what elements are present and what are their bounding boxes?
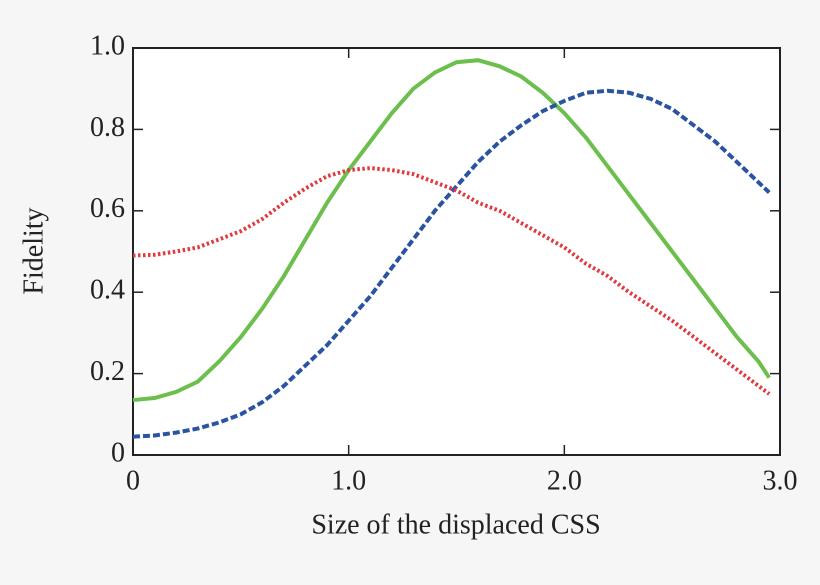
line-series [132,58,771,403]
y-tick-label: 1.0 [90,30,125,61]
plot-frame [132,47,781,456]
x-tick-label: 3.0 [763,465,798,496]
line-series [132,88,771,439]
y-tick-label: 0.4 [90,275,125,306]
x-tick-label: 1.0 [331,465,366,496]
y-tick-label: 0.8 [90,112,125,143]
x-tick-label: 0 [126,465,140,496]
line-series [132,166,771,396]
x-tick-label: 2.0 [547,465,582,496]
y-tick-label: 0.6 [90,193,125,224]
y-tick-label: 0 [111,437,125,468]
y-tick-label: 0.2 [90,356,125,387]
x-axis-label: Size of the displaced CSS [311,509,600,540]
y-axis-label: Fidelity [18,207,49,294]
